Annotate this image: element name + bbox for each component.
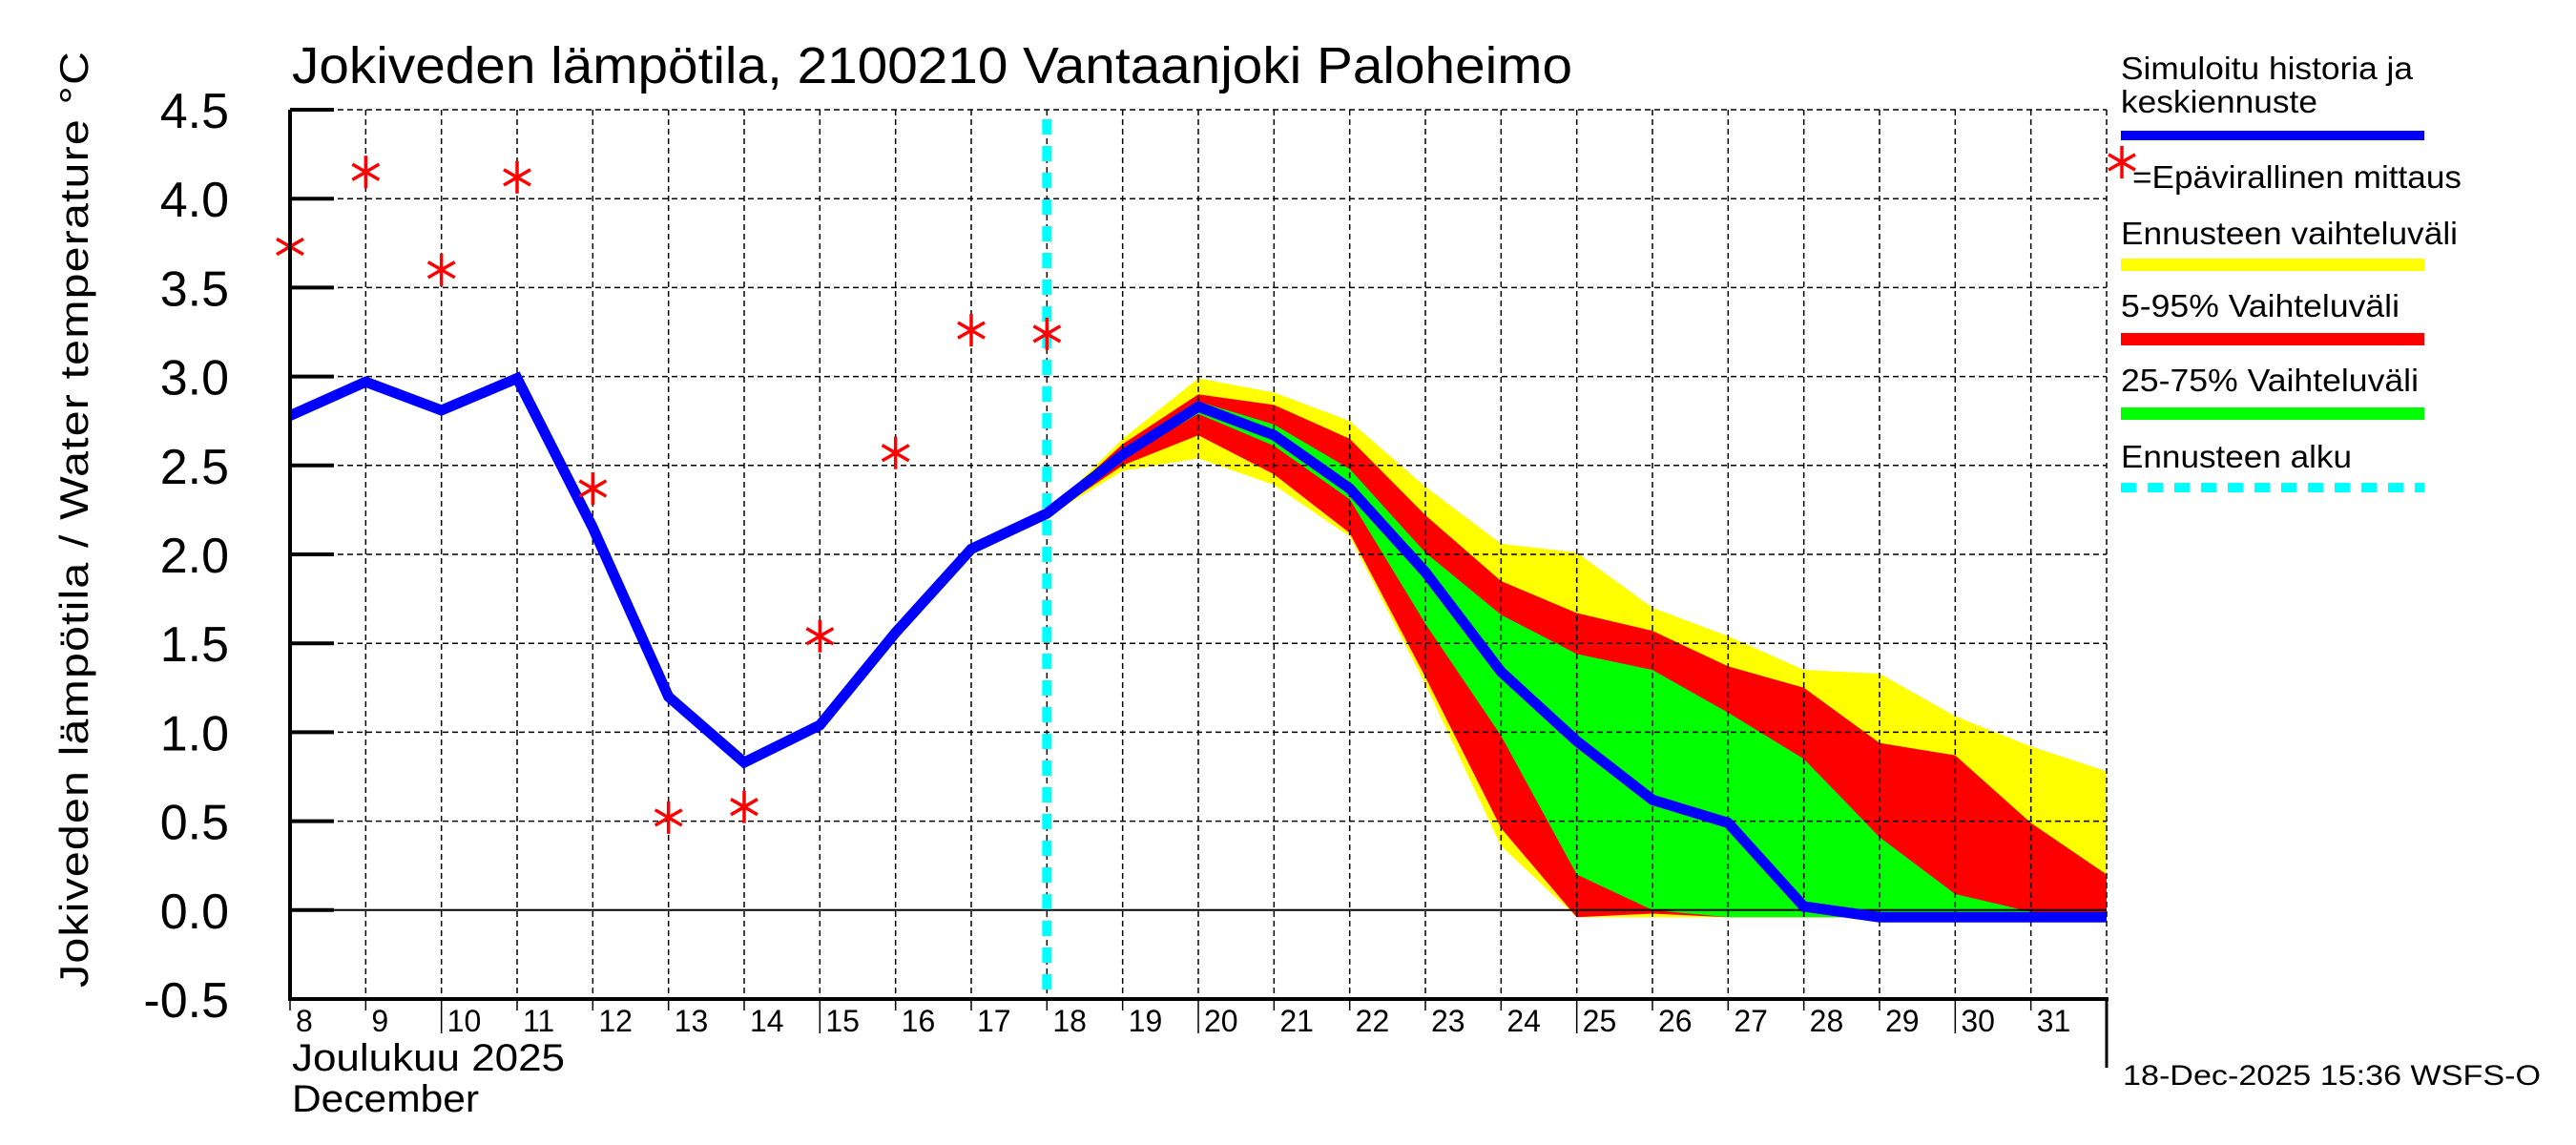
legend-label-5-95: 5-95% Vaihteluväli	[2121, 288, 2399, 323]
y-tick-label: 3.5	[160, 261, 229, 317]
measurement-asterisk	[503, 160, 531, 194]
x-tick-label: 28	[1810, 1004, 1844, 1038]
asterisk-stroke	[957, 321, 986, 340]
legend-swatch-forecast-range	[2121, 259, 2424, 271]
legend: Simuloitu historia ja keskiennuste =Epäv…	[2108, 51, 2462, 492]
legend-label-median-1: Simuloitu historia ja	[2121, 51, 2414, 86]
asterisk-stroke	[426, 260, 456, 280]
x-tick-label: 29	[1885, 1004, 1920, 1038]
y-tick-label: 2.5	[160, 440, 229, 495]
asterisk-stroke	[730, 798, 758, 817]
y-tick-label: 0.0	[160, 885, 229, 940]
x-tick-label: 21	[1279, 1004, 1314, 1038]
measurement-asterisk	[351, 156, 381, 189]
y-tick-label: 3.0	[160, 351, 229, 406]
axes	[288, 110, 2109, 1068]
x-tick-label: 12	[598, 1004, 633, 1038]
y-axis-label: Jokiveden lämpötila / Water temperature …	[52, 51, 96, 988]
median-series	[287, 371, 2107, 923]
chart-title: Jokiveden lämpötila, 2100210 Vantaanjoki…	[292, 37, 1572, 94]
y-tick-label: -0.5	[143, 973, 229, 1029]
y-tick-label: 2.0	[160, 529, 229, 584]
measurement-asterisk	[426, 253, 456, 286]
x-tick-label: 8	[296, 1004, 313, 1038]
legend-asterisk-icon	[2108, 146, 2136, 178]
x-tick-label: 10	[447, 1004, 482, 1038]
y-tick-label: 4.0	[160, 173, 229, 228]
measurement-asterisk	[805, 619, 835, 653]
legend-swatch-median	[2121, 131, 2424, 140]
asterisk-stroke	[654, 808, 683, 827]
legend-label-measurement: =Epävirallinen mittaus	[2132, 159, 2462, 195]
x-tick-label: 15	[825, 1004, 860, 1038]
asterisk-stroke	[881, 444, 910, 463]
x-axis-ticks: 8 9 10 11 12 13 14 15 16 17 18 19 20 21 22 23 24 25 26 27 28…	[289, 999, 2071, 1038]
measurement-asterisk	[578, 472, 608, 506]
legend-label-forecast-start: Ennusteen alku	[2121, 439, 2352, 474]
x-tick-label: 13	[675, 1004, 709, 1038]
measurement-markers	[276, 156, 1062, 834]
x-tick-label: 18	[1052, 1004, 1087, 1038]
x-tick-label: 9	[371, 1004, 388, 1038]
month-label-fi: Joulukuu 2025	[292, 1037, 565, 1079]
x-tick-label: 14	[750, 1004, 784, 1038]
x-tick-label: 17	[977, 1004, 1011, 1038]
x-tick-label: 22	[1356, 1004, 1390, 1038]
legend-swatch-5-95	[2121, 333, 2424, 345]
median-line	[287, 371, 2107, 923]
timestamp: 18-Dec-2025 15:36 WSFS-O	[2123, 1060, 2541, 1092]
x-tick-label: 30	[1961, 1004, 1995, 1038]
x-tick-label: 27	[1734, 1004, 1768, 1038]
x-tick-label: 23	[1431, 1004, 1465, 1038]
legend-asterisk	[2108, 146, 2136, 178]
asterisk-stroke	[578, 479, 608, 498]
asterisk-stroke	[503, 168, 531, 187]
legend-label-median-2: keskiennuste	[2121, 84, 2317, 119]
y-tick-label: 1.0	[160, 706, 229, 761]
measurement-asterisk	[730, 790, 758, 823]
x-tick-label: 19	[1129, 1004, 1163, 1038]
x-tick-label: 16	[902, 1004, 936, 1038]
y-tick-label: 0.5	[160, 796, 229, 851]
x-tick-label: 20	[1204, 1004, 1238, 1038]
x-tick-label: 26	[1658, 1004, 1693, 1038]
y-tick-label: 1.5	[160, 617, 229, 673]
measurement-asterisk	[1032, 317, 1062, 350]
month-label-en: December	[292, 1078, 479, 1120]
measurement-asterisk	[957, 314, 986, 347]
measurement-asterisk	[654, 801, 683, 834]
asterisk-stroke	[351, 162, 381, 181]
measurement-asterisk	[881, 436, 910, 469]
legend-label-forecast-range: Ennusteen vaihteluväli	[2121, 216, 2458, 251]
legend-swatch-25-75	[2121, 407, 2424, 420]
x-tick-label: 25	[1583, 1004, 1617, 1038]
y-axis-ticks: -0.5 0.0 0.5 1.0 1.5 2.0 2.5 3.0 3.5 4.0 4.5	[143, 84, 334, 1029]
legend-label-25-75: 25-75% Vaihteluväli	[2121, 363, 2419, 398]
asterisk-stroke	[1032, 324, 1062, 344]
x-tick-label: 24	[1506, 1004, 1541, 1038]
x-tick-label: 11	[523, 1004, 554, 1038]
asterisk-stroke	[2108, 153, 2136, 172]
x-tick-label: 31	[2037, 1004, 2071, 1038]
y-tick-label: 4.5	[160, 84, 229, 139]
asterisk-stroke	[805, 627, 835, 646]
